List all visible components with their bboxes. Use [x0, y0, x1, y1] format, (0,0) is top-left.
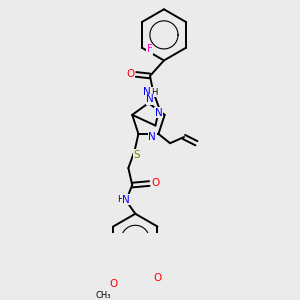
Text: H: H: [117, 195, 123, 204]
Text: H: H: [151, 88, 157, 97]
Text: F: F: [147, 44, 152, 54]
Text: N: N: [154, 107, 162, 118]
Text: N: N: [122, 195, 130, 205]
Text: N: N: [148, 132, 156, 142]
Text: O: O: [110, 278, 118, 289]
Text: CH₃: CH₃: [95, 291, 110, 300]
Text: O: O: [152, 178, 160, 188]
Text: N: N: [146, 94, 154, 104]
Text: O: O: [127, 69, 135, 80]
Text: N: N: [143, 87, 151, 97]
Text: S: S: [134, 150, 140, 160]
Text: O: O: [153, 273, 161, 283]
